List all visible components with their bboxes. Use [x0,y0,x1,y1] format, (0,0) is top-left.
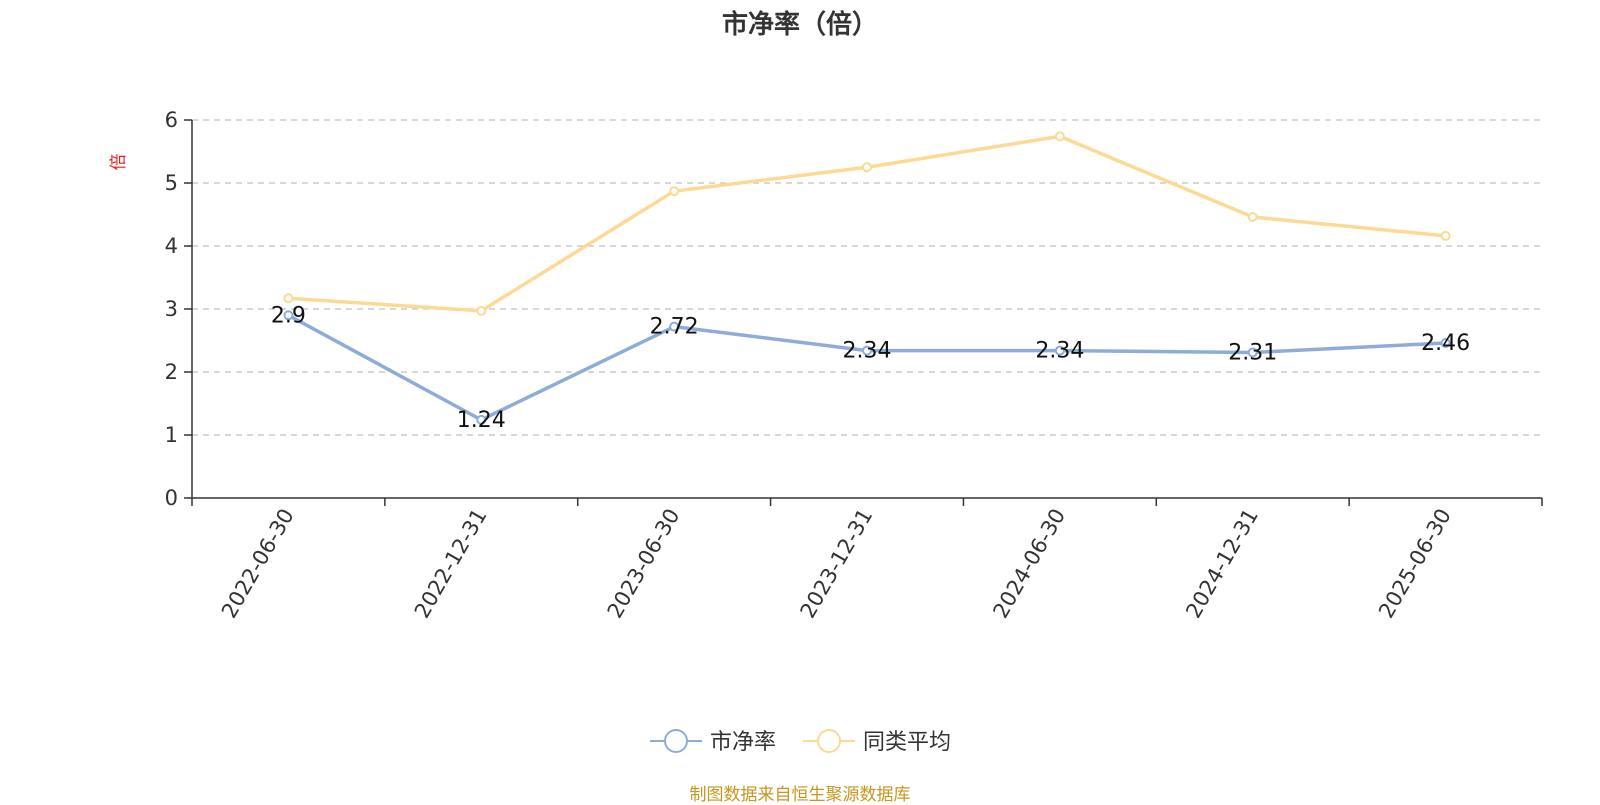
series-line-0 [287,313,1446,422]
data-labels: 2.9 1.24 2.72 2.34 2.34 2.31 2.46 [271,303,1470,433]
data-point[interactable] [476,305,487,316]
data-label: 2.72 [650,315,699,340]
x-tick-label: 2022-12-31 [410,505,492,623]
legend-label[interactable]: 市净率 [710,730,776,755]
legend-marker [664,729,688,753]
data-label: 2.9 [271,303,306,328]
y-tick-label: 4 [165,234,178,258]
data-label: 2.34 [843,339,892,364]
y-tick-label: 3 [165,297,178,321]
x-tick-label: 2022-06-30 [217,505,299,623]
data-point[interactable] [1054,345,1065,356]
y-tick-label: 5 [165,171,178,195]
data-point[interactable] [1440,338,1451,349]
legend-label[interactable]: 同类平均 [863,730,951,755]
chart-title: 市净率（倍） [721,10,878,40]
y-tick-label: 6 [165,108,178,132]
data-point[interactable] [862,345,872,356]
data-point[interactable] [669,321,680,332]
source-note: 制图数据来自恒生聚源数据库 [689,785,911,805]
x-tick-label: 2024-06-30 [988,505,1070,623]
data-point[interactable] [1440,230,1451,241]
legend: 市净率 同类平均 [650,729,951,755]
data-point[interactable] [862,162,872,173]
data-point[interactable] [283,293,294,304]
series-layer [283,131,1451,425]
data-point[interactable] [669,186,680,197]
data-point[interactable] [283,310,294,321]
data-label: 2.46 [1421,331,1470,356]
axes: 0 1 2 3 4 5 6 倍 2022-06-30 2022-12-31 2023-06-30 20… [109,108,1543,623]
y-axis-unit: 倍 [109,154,129,171]
y-tick-label: 1 [165,423,178,447]
data-point[interactable] [1247,212,1258,223]
data-label: 2.34 [1035,339,1084,364]
x-tick-label: 2025-06-30 [1374,505,1456,623]
y-tick-label: 2 [165,360,178,384]
data-point[interactable] [476,414,487,425]
data-label: 2.31 [1228,340,1277,365]
legend-marker [817,729,841,753]
x-tick-label: 2024-12-31 [1181,505,1263,623]
x-tick-label: 2023-12-31 [796,505,878,623]
data-label: 1.24 [457,408,506,433]
x-tick-label: 2023-06-30 [603,505,685,623]
data-point[interactable] [1247,347,1258,358]
data-point[interactable] [1054,131,1065,142]
gridlines [192,119,1542,436]
y-tick-label: 0 [165,486,178,510]
